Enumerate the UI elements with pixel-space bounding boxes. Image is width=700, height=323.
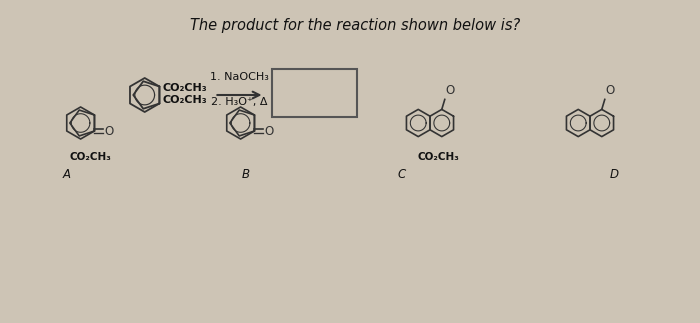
Text: CO₂CH₃: CO₂CH₃ [162, 95, 207, 105]
Text: O: O [104, 124, 113, 138]
Text: CO₂CH₃: CO₂CH₃ [69, 152, 111, 162]
Text: CO₂CH₃: CO₂CH₃ [162, 83, 207, 93]
Text: B: B [241, 168, 249, 181]
Bar [272, 69, 358, 117]
Text: The product for the reaction shown below is?: The product for the reaction shown below… [190, 18, 520, 33]
Text: CO₂CH₃: CO₂CH₃ [417, 152, 459, 162]
Text: O: O [265, 124, 274, 138]
Text: O: O [446, 84, 455, 98]
Text: A: A [62, 168, 70, 181]
Text: 1. NaOCH₃: 1. NaOCH₃ [210, 72, 269, 82]
Text: D: D [610, 168, 619, 181]
Text: C: C [397, 168, 405, 181]
Text: O: O [606, 84, 615, 98]
Text: 2. H₃O⁺, Δ: 2. H₃O⁺, Δ [211, 97, 267, 107]
